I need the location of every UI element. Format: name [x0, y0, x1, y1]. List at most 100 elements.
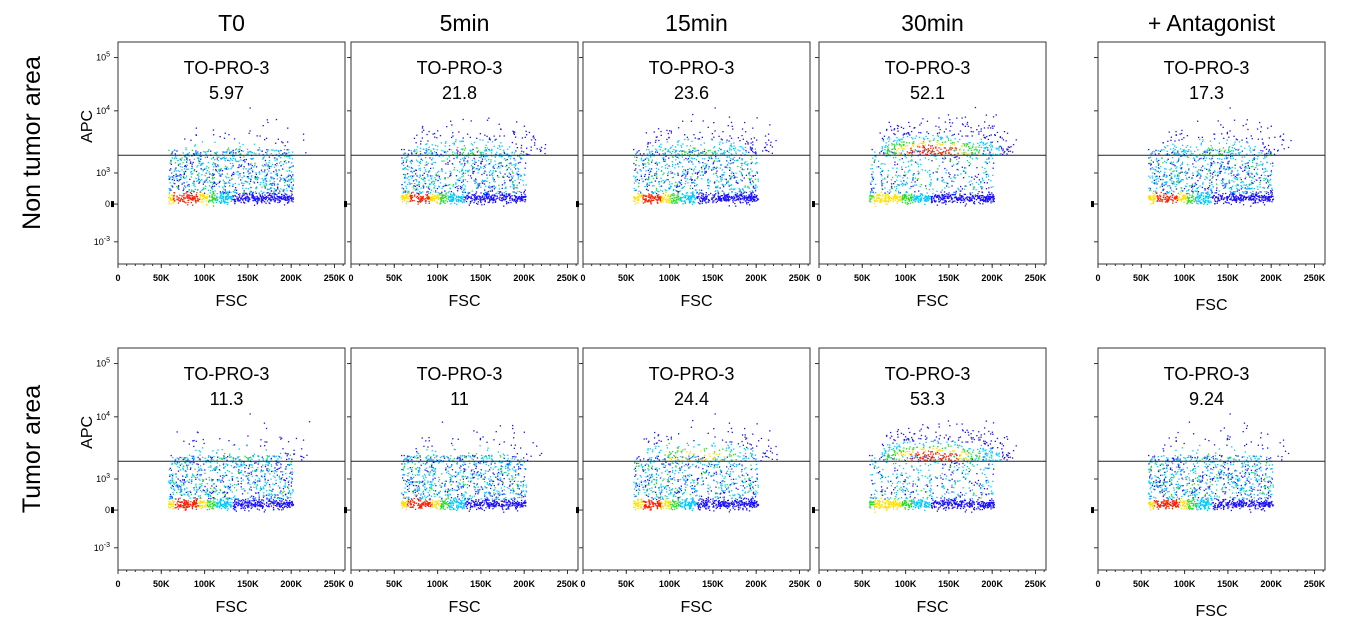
event-point	[473, 157, 475, 159]
event-point	[435, 195, 437, 197]
event-point	[714, 130, 716, 132]
event-point	[483, 196, 486, 198]
event-point	[985, 199, 987, 202]
event-point	[723, 193, 725, 195]
event-point	[712, 167, 714, 169]
event-point	[517, 176, 520, 178]
event-point	[675, 181, 677, 183]
event-point	[749, 178, 752, 181]
event-point	[981, 195, 983, 197]
event-point	[677, 157, 680, 159]
event-point	[717, 176, 719, 178]
event-point	[214, 198, 216, 200]
event-point	[648, 194, 650, 196]
event-point	[430, 150, 432, 152]
event-point	[276, 173, 278, 176]
event-point	[768, 139, 770, 141]
event-point	[912, 177, 914, 179]
event-point	[408, 149, 410, 151]
event-point	[715, 167, 717, 169]
event-point	[450, 174, 452, 176]
event-point	[741, 180, 743, 182]
event-point	[465, 169, 467, 172]
event-point	[954, 200, 956, 202]
event-point	[457, 146, 459, 149]
event-point	[702, 199, 704, 202]
event-point	[691, 151, 693, 153]
event-point	[461, 168, 463, 170]
event-point	[457, 188, 459, 190]
event-point	[234, 149, 237, 151]
event-point	[433, 198, 435, 200]
event-point	[271, 176, 273, 178]
event-point	[532, 136, 534, 138]
event-point	[169, 182, 171, 184]
event-point	[725, 198, 728, 200]
event-point	[991, 196, 993, 198]
event-point	[733, 160, 736, 162]
event-point	[183, 195, 185, 197]
event-point	[277, 197, 279, 199]
event-point	[286, 170, 288, 172]
event-point	[689, 200, 691, 202]
event-point	[681, 153, 683, 155]
event-point	[645, 195, 647, 198]
event-point	[727, 125, 729, 127]
event-point	[200, 152, 202, 154]
event-point	[426, 164, 428, 166]
event-point	[229, 162, 232, 165]
event-point	[417, 192, 419, 195]
event-point	[669, 183, 671, 185]
event-point	[705, 197, 708, 199]
event-point	[500, 162, 502, 165]
event-point	[486, 174, 488, 176]
event-point	[174, 168, 176, 170]
event-point	[523, 191, 525, 193]
event-point	[988, 158, 990, 160]
event-point	[520, 194, 523, 196]
gate-name-label: TO-PRO-3	[417, 58, 503, 78]
event-point	[747, 143, 749, 145]
event-point	[987, 127, 989, 129]
event-point	[728, 196, 730, 198]
event-point	[430, 153, 432, 155]
event-point	[418, 168, 420, 170]
event-point	[254, 177, 256, 179]
event-point	[492, 202, 494, 204]
event-point	[493, 194, 495, 196]
event-point	[704, 171, 706, 173]
event-point	[719, 141, 721, 143]
event-point	[521, 150, 523, 152]
event-point	[517, 174, 519, 177]
event-point	[664, 199, 666, 201]
x-tick-label: 50K	[618, 273, 635, 283]
event-point	[275, 197, 277, 199]
y-tick-label: 104	[96, 105, 110, 116]
event-point	[497, 147, 499, 149]
event-point	[435, 196, 438, 198]
event-point	[511, 152, 513, 154]
event-point	[518, 182, 520, 184]
event-point	[255, 188, 257, 190]
event-point	[872, 191, 874, 193]
event-point	[456, 152, 458, 154]
event-point	[500, 142, 502, 144]
event-point	[173, 197, 175, 199]
event-point	[961, 117, 963, 119]
event-point	[455, 156, 458, 158]
event-point	[291, 187, 293, 189]
event-point	[685, 157, 687, 160]
event-point	[259, 195, 261, 197]
event-point	[510, 162, 512, 164]
event-point	[429, 183, 431, 185]
event-point	[481, 196, 483, 199]
event-point	[485, 193, 488, 195]
event-point	[690, 192, 692, 194]
event-point	[639, 196, 641, 198]
event-point	[642, 196, 644, 198]
event-point	[928, 196, 930, 198]
event-point	[267, 121, 269, 124]
event-point	[216, 158, 218, 160]
event-point	[403, 177, 406, 179]
event-point	[702, 199, 704, 201]
